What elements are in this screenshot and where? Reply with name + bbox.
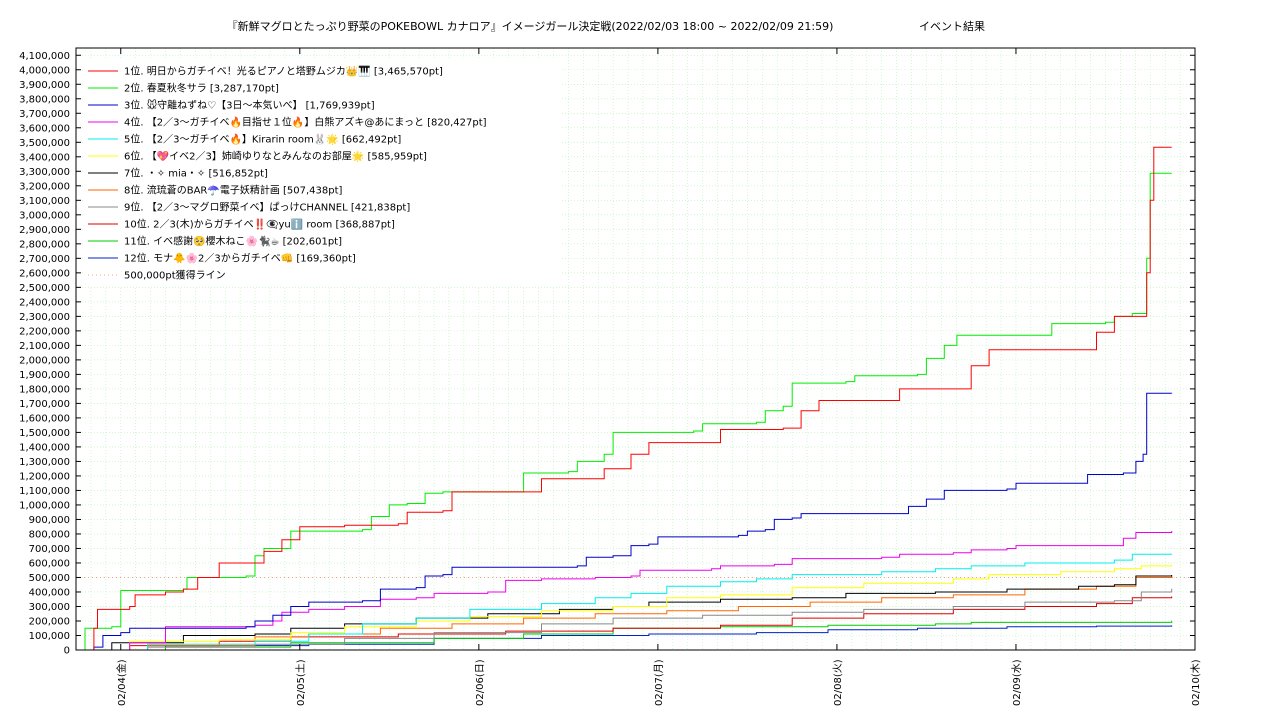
y-tick-label: 2,600,000 — [19, 268, 70, 279]
y-tick-label: 1,200,000 — [19, 471, 70, 482]
y-tick-label: 2,200,000 — [19, 326, 70, 337]
y-tick-label: 1,500,000 — [19, 428, 70, 439]
y-tick-label: 2,500,000 — [19, 283, 70, 294]
y-tick-label: 900,000 — [29, 515, 70, 526]
y-tick-label: 200,000 — [29, 616, 70, 627]
y-tick-label: 800,000 — [29, 529, 70, 540]
x-tick-label: 02/09(水) — [1011, 659, 1023, 706]
y-tick-label: 1,100,000 — [19, 486, 70, 497]
chart-title: 『新鮮マグロとたっぷり野菜のPOKEBOWL カナロア』イメージガール決定戦(2… — [227, 19, 834, 33]
series-line — [76, 588, 1173, 651]
x-tick-label: 02/07(月) — [653, 659, 665, 706]
legend-label: 3位. 🐭守離ねずね♡【3日〜本気いべ】 [1,769,939pt] — [124, 99, 375, 112]
series-line — [76, 625, 1173, 651]
legend-label: 12位. モナ🐥🌸2／3からガチイベ👊 [169,360pt] — [124, 252, 356, 265]
y-tick-label: 1,000,000 — [19, 500, 70, 511]
y-tick-label: 2,800,000 — [19, 239, 70, 250]
legend: 1位. 明日からガチイベ！光るピアノと塔野ムジカ👑🎹 [3,465,570pt]… — [84, 60, 560, 286]
y-tick-label: 3,000,000 — [19, 210, 70, 221]
legend-label: 500,000pt獲得ライン — [124, 269, 226, 282]
series-layer — [76, 146, 1173, 651]
series-line — [76, 146, 1172, 651]
y-tick-label: 700,000 — [29, 544, 70, 555]
y-tick-label: 3,600,000 — [19, 123, 70, 134]
legend-label: 11位. イベ感謝🥺櫻木ねこ🌸🐈‍⬛☕ [202,601pt] — [124, 235, 342, 248]
legend-box — [84, 60, 560, 286]
y-tick-label: 3,900,000 — [19, 80, 70, 91]
y-tick-label: 1,300,000 — [19, 457, 70, 468]
y-tick-label: 3,400,000 — [19, 152, 70, 163]
series-line — [76, 392, 1173, 651]
series-line — [76, 596, 1173, 651]
legend-label: 9位. 【2／3〜マグロ野菜イベ】ぱっけCHANNEL [421,838pt] — [124, 201, 410, 214]
legend-label: 1位. 明日からガチイベ！光るピアノと塔野ムジカ👑🎹 [3,465,570pt] — [124, 65, 443, 78]
y-tick-label: 1,900,000 — [19, 370, 70, 381]
x-axis: 02/04(金) 02/05(土) 02/06(日) 02/07(月) 02/08(火)… — [115, 48, 1202, 706]
x-tick-label: 02/05(土) — [294, 659, 307, 706]
chart-subtitle: イベント結果 — [919, 19, 985, 33]
x-tick-label: 02/08(火) — [832, 659, 844, 706]
y-tick-label: 1,700,000 — [19, 399, 70, 410]
y-tick-label: 3,500,000 — [19, 138, 70, 149]
y-tick-label: 4,000,000 — [19, 65, 70, 76]
legend-label: 2位. 春夏秋冬サラ [3,287,170pt] — [124, 82, 279, 95]
y-tick-label: 2,000,000 — [19, 355, 70, 366]
y-tick-label: 3,800,000 — [19, 94, 70, 105]
legend-label: 5位. 【2／3〜ガチイベ🔥】Kirarin room🐰🌟 [662,492pt… — [124, 133, 401, 146]
x-tick-label: 02/10(木) — [1190, 659, 1202, 706]
y-tick-label: 300,000 — [29, 602, 70, 613]
y-axis: 0 100,000 200,000 300,000 400,000 500,000 600,… — [19, 51, 1195, 657]
series-line — [76, 576, 1173, 651]
legend-label: 8位. 流琉蒼のBAR☂️電子妖精計画 [507,438pt] — [124, 184, 343, 197]
y-tick-label: 600,000 — [29, 558, 70, 569]
series-line — [76, 553, 1173, 651]
y-tick-label: 2,300,000 — [19, 312, 70, 323]
series-line — [76, 172, 1172, 651]
y-tick-label: 3,700,000 — [19, 109, 70, 120]
y-tick-label: 500,000 — [29, 573, 70, 584]
legend-label: 10位. 2／3(木)からガチイベ‼️👁‍🗨yuℹ️ room [368,887… — [124, 218, 395, 231]
legend-label: 6位. 【💖イベ2／3】姉崎ゆりなとみんなのお部屋🌟 [585,959pt] — [124, 150, 427, 163]
y-tick-label: 400,000 — [29, 587, 70, 598]
series-line — [76, 565, 1173, 651]
series-line — [76, 531, 1173, 651]
y-tick-label: 3,200,000 — [19, 181, 70, 192]
y-tick-label: 1,400,000 — [19, 442, 70, 453]
x-tick-label: 02/04(金) — [115, 659, 128, 706]
y-tick-label: 100,000 — [29, 631, 70, 642]
y-tick-label: 1,800,000 — [19, 384, 70, 395]
y-tick-label: 2,700,000 — [19, 254, 70, 265]
legend-label: 4位. 【2／3〜ガチイベ🔥目指せ１位🔥】白熊アズキ@あにまっと [820,42… — [124, 116, 487, 129]
y-tick-label: 2,900,000 — [19, 225, 70, 236]
y-tick-label: 0 — [64, 646, 70, 657]
legend-label: 7位. ・✧ mia・✧ [516,852pt] — [124, 167, 268, 180]
y-tick-label: 4,100,000 — [19, 51, 70, 62]
y-tick-label: 1,600,000 — [19, 413, 70, 424]
y-tick-label: 2,400,000 — [19, 297, 70, 308]
y-tick-label: 2,100,000 — [19, 341, 70, 352]
plot-frame — [75, 47, 1196, 651]
y-tick-label: 3,300,000 — [19, 167, 70, 178]
x-tick-label: 02/06(日) — [475, 659, 486, 706]
y-tick-label: 3,100,000 — [19, 196, 70, 207]
